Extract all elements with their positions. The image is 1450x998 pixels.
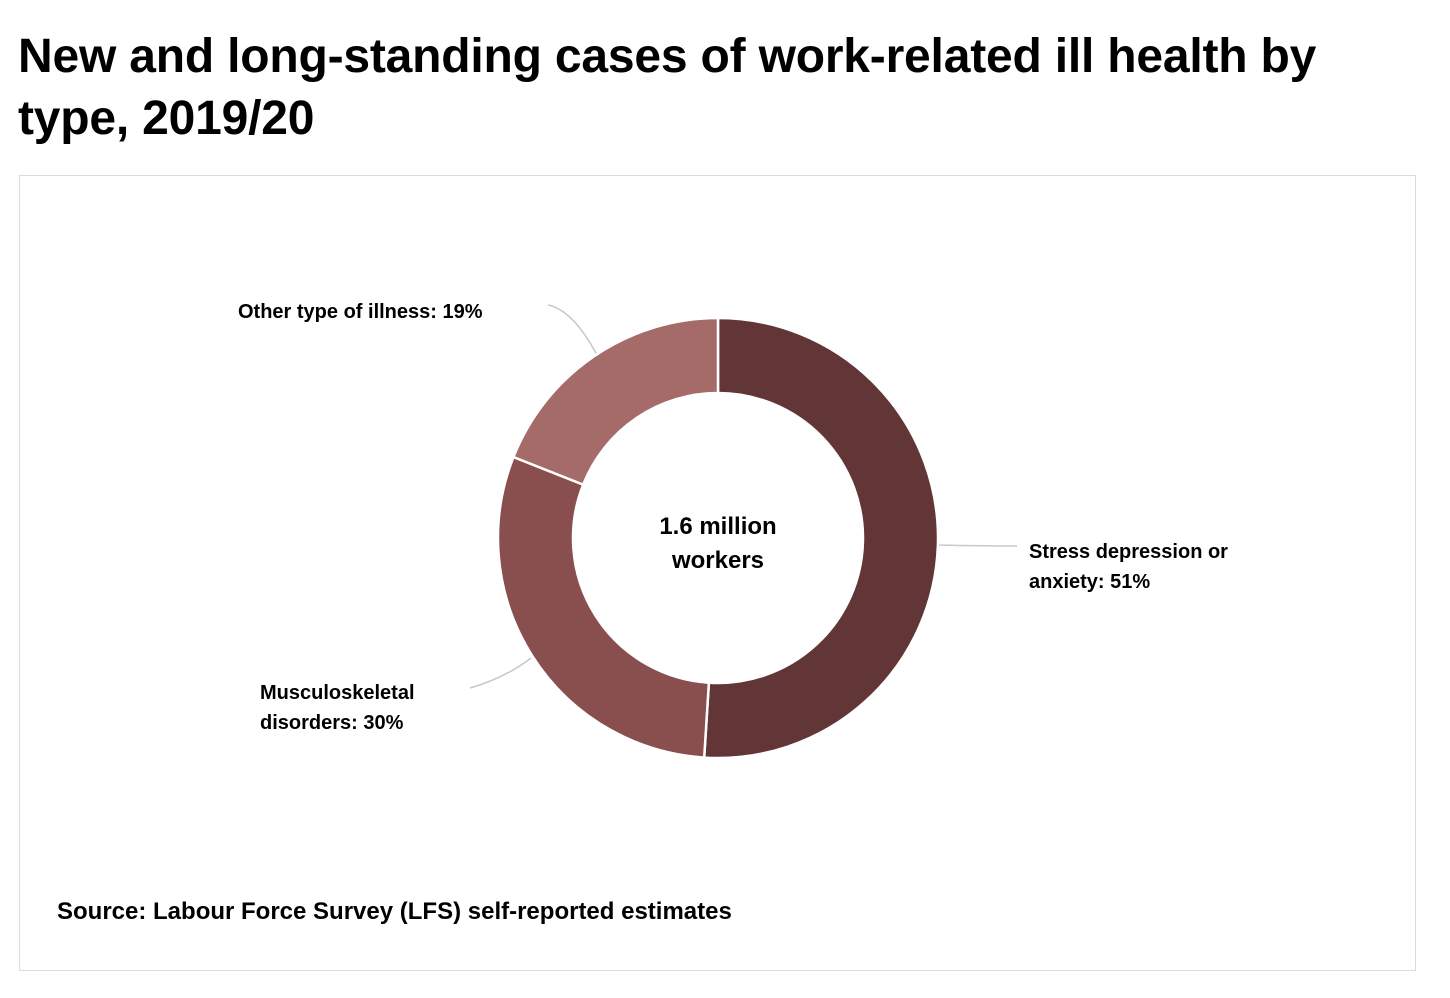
leader-line-stress	[936, 544, 1018, 547]
center-total-value: 1.6 million	[659, 513, 777, 540]
slice-label-musculoskeletal-line1: Musculoskeletal	[260, 682, 415, 704]
slice-label-musculoskeletal: Musculoskeletal disorders: 30%	[260, 678, 415, 738]
slice-label-stress-line2: anxiety: 51%	[1029, 571, 1151, 593]
slice-musculoskeletal	[496, 455, 711, 759]
slice-label-stress-line1: Stress depression or	[1029, 541, 1228, 563]
slice-stress	[702, 316, 940, 760]
donut-slices	[496, 316, 940, 760]
slice-label-other: Other type of illness: 19%	[238, 297, 483, 327]
slice-label-musculoskeletal-line2: disorders: 30%	[260, 712, 404, 734]
leader-line-other	[547, 304, 598, 356]
center-total-unit: workers	[671, 547, 765, 574]
source-note: Source: Labour Force Survey (LFS) self-r…	[57, 898, 732, 925]
leader-line-musculoskeletal	[469, 657, 532, 689]
slice-label-stress: Stress depression or anxiety: 51%	[1029, 537, 1228, 597]
slice-other	[511, 316, 720, 487]
chart-frame	[19, 175, 1416, 971]
chart-title: New and long-standing cases of work-rela…	[18, 30, 1317, 145]
leader-lines	[469, 304, 1018, 689]
slice-label-other-line1: Other type of illness: 19%	[238, 301, 483, 323]
center-total-label: 1.6 million workers	[618, 510, 818, 578]
